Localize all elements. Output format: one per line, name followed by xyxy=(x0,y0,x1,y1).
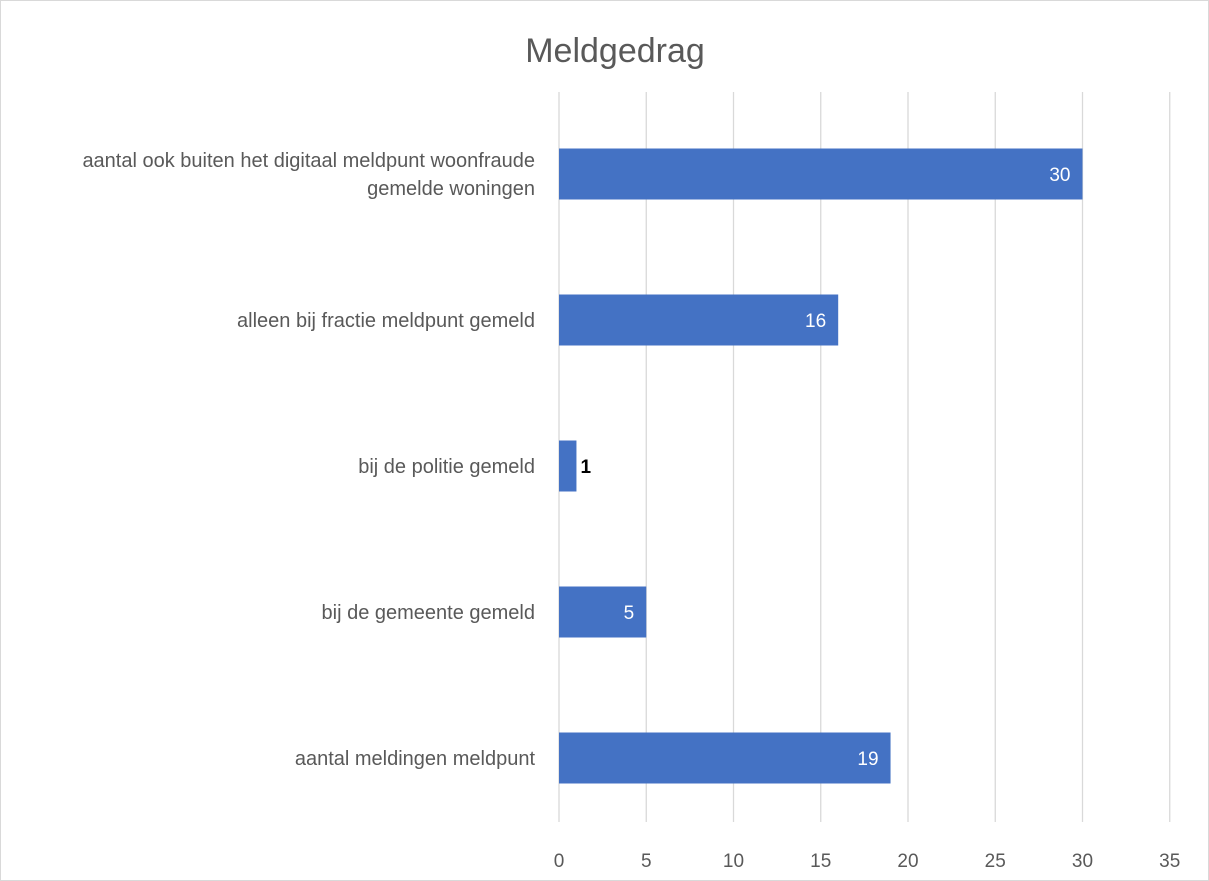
bar xyxy=(559,294,839,346)
bar xyxy=(559,586,647,638)
chart-title: Meldgedrag xyxy=(525,32,705,70)
x-tick-label: 5 xyxy=(641,851,652,872)
x-tick-label: 20 xyxy=(897,851,918,872)
data-label: 30 xyxy=(1049,165,1070,186)
data-label: 16 xyxy=(805,311,826,332)
bar xyxy=(559,732,891,784)
x-tick-label: 25 xyxy=(985,851,1006,872)
category-label: bij de politie gemeld xyxy=(358,456,535,478)
category-label: aantal ook buiten het digitaal meldpunt … xyxy=(82,150,535,172)
x-tick-labels: 0 5 10 15 20 25 30 35 xyxy=(554,851,1181,872)
x-tick-label: 10 xyxy=(723,851,744,872)
category-label: aantal meldingen meldpunt xyxy=(295,748,536,770)
x-tick-label: 35 xyxy=(1159,851,1180,872)
data-label: 5 xyxy=(624,603,635,624)
x-tick-label: 15 xyxy=(810,851,831,872)
data-label: 1 xyxy=(580,457,591,478)
data-labels: 30 16 1 5 19 xyxy=(580,165,1070,770)
bar xyxy=(559,440,577,492)
x-tick-label: 0 xyxy=(554,851,565,872)
grid-lines xyxy=(558,92,1171,822)
category-label: alleen bij fractie meldpunt gemeld xyxy=(237,310,535,332)
bar xyxy=(559,148,1083,200)
category-labels: aantal ook buiten het digitaal meldpunt … xyxy=(82,150,535,770)
x-tick-label: 30 xyxy=(1072,851,1093,872)
category-label: bij de gemeente gemeld xyxy=(322,602,535,624)
data-label: 19 xyxy=(857,749,878,770)
bars xyxy=(559,148,1083,784)
category-label: gemelde woningen xyxy=(367,178,535,200)
